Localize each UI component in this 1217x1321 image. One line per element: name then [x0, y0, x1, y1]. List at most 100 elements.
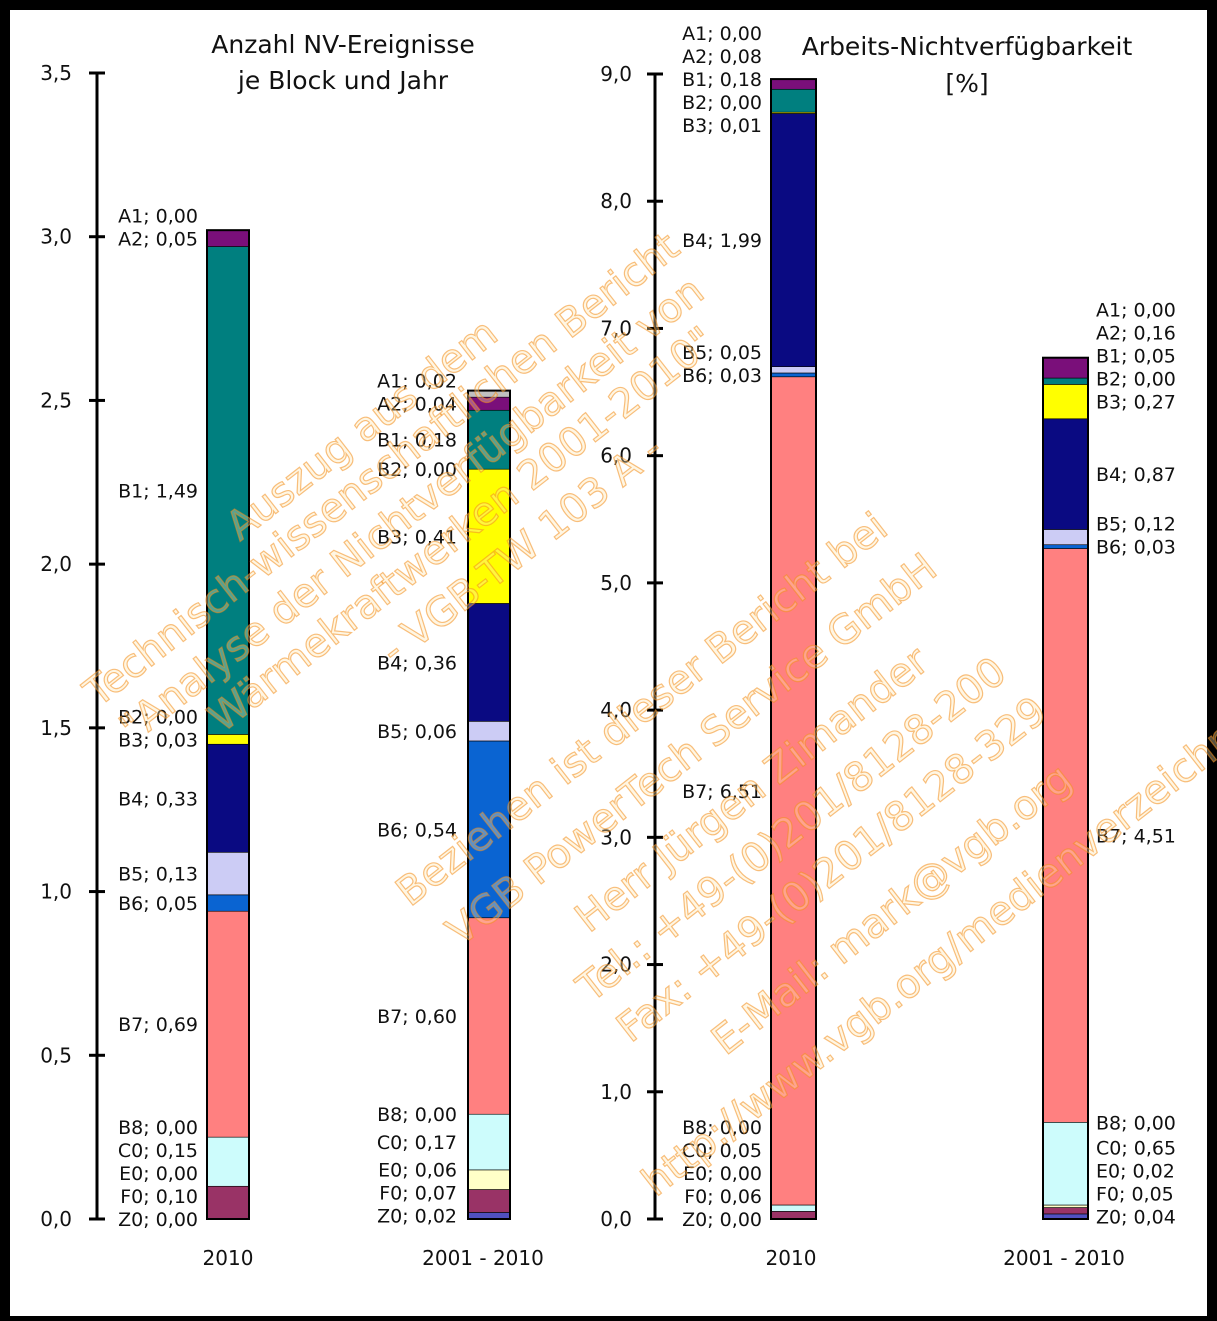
segment-label-b6: B6; 0,03 [682, 365, 762, 387]
bar-segment-f0 [770, 1211, 817, 1220]
bar-segment-b1 [770, 88, 817, 113]
bar-segment-b5 [206, 851, 250, 896]
bar-segment-b7 [770, 376, 817, 1206]
bar-segment-f0 [1042, 1207, 1089, 1215]
segment-label-b4: B4; 0,36 [377, 652, 457, 674]
segment-label-b2: B2; 0,00 [682, 92, 762, 114]
segment-label-b5: B5; 0,12 [1096, 514, 1176, 536]
segment-label-b2: B2; 0,00 [118, 706, 198, 728]
segment-label-b6: B6; 0,05 [118, 893, 198, 915]
bar-segment-a2 [206, 229, 250, 247]
chart-title-line: Arbeits-Nichtverfügbarkeit [802, 32, 1133, 61]
segment-label-z0: Z0; 0,00 [118, 1209, 198, 1231]
segment-label-f0: F0; 0,07 [379, 1183, 457, 1205]
bar-segment-b7 [467, 917, 511, 1115]
bar-segment-b6 [770, 372, 817, 378]
segment-label-a2: A2; 0,16 [1096, 323, 1176, 345]
bar-segment-b5 [467, 721, 511, 742]
segment-label-b7: B7; 0,69 [118, 1014, 198, 1036]
segment-label-e0: E0; 0,06 [378, 1160, 457, 1182]
bar-segment-b4 [206, 743, 250, 853]
chart-title-line: Anzahl NV-Ereignisse [211, 30, 474, 59]
y-tick-label: 4,0 [600, 698, 632, 722]
bar-segment-b7 [1042, 548, 1089, 1123]
segment-label-c0: C0; 0,65 [1096, 1137, 1176, 1159]
y-tick-label: 3,0 [600, 825, 632, 849]
segment-label-b7: B7; 6,51 [682, 781, 762, 803]
bar-outline [467, 389, 511, 1220]
x-category-label: 2001 - 2010 [422, 1246, 544, 1270]
bar-outline [770, 78, 817, 1221]
bar-segment-f0 [467, 1189, 511, 1213]
bar-segment-b3 [1042, 384, 1089, 420]
bar-outline [206, 229, 250, 1220]
bar-segment-b6 [206, 894, 250, 912]
bar-segment-b1 [206, 246, 250, 735]
y-tick-label: 1,0 [600, 1080, 632, 1104]
y-tick-label: 1,5 [40, 716, 72, 740]
y-tick-label: 9,0 [600, 62, 632, 86]
segment-label-b7: B7; 0,60 [377, 1006, 457, 1028]
y-tick-label: 2,0 [40, 552, 72, 576]
bar-segment-c0 [206, 1136, 250, 1187]
bar-segment-b4 [467, 603, 511, 722]
segment-label-a2: A2; 0,05 [118, 228, 198, 250]
segment-label-b7: B7; 4,51 [1096, 825, 1176, 847]
bar-segment-a2 [770, 78, 817, 90]
segment-label-a2: A2; 0,04 [377, 394, 457, 416]
segment-label-b4: B4; 0,33 [118, 788, 198, 810]
segment-label-a2: A2; 0,08 [682, 46, 762, 68]
x-category-label: 2010 [203, 1246, 254, 1270]
segment-label-b8: B8; 0,00 [1096, 1112, 1176, 1134]
bar-outline [1042, 356, 1089, 1220]
segment-label-e0: E0; 0,00 [683, 1163, 762, 1185]
segment-label-f0: F0; 0,06 [684, 1186, 762, 1208]
segment-label-b1: B1; 0,05 [1096, 346, 1176, 368]
segment-label-b8: B8; 0,00 [377, 1104, 457, 1126]
segment-label-z0: Z0; 0,00 [682, 1209, 762, 1231]
segment-label-b2: B2; 0,00 [377, 459, 457, 481]
bar-segment-f0 [206, 1185, 250, 1220]
segment-label-a1: A1; 0,00 [1096, 300, 1176, 322]
segment-label-b4: B4; 1,99 [682, 230, 762, 252]
bar-segment-b1 [467, 409, 511, 470]
bar-segment-b1 [1042, 377, 1089, 385]
bar-segment-c0 [770, 1204, 817, 1212]
segment-label-b3: B3; 0,01 [682, 115, 762, 137]
y-tick-label: 2,0 [600, 953, 632, 977]
bar-segment-b6 [1042, 544, 1089, 549]
bar-segment-b5 [1042, 529, 1089, 546]
bar-segment-c0 [467, 1113, 511, 1171]
segment-label-b3: B3; 0,03 [118, 729, 198, 751]
x-category-label: 2001 - 2010 [1003, 1246, 1125, 1270]
bar-segment-a2 [1042, 357, 1089, 379]
bar-segment-b7 [206, 910, 250, 1138]
segment-label-c0: C0; 0,05 [682, 1140, 762, 1162]
segment-label-b8: B8; 0,00 [682, 1117, 762, 1139]
segment-label-e0: E0; 0,00 [119, 1163, 198, 1185]
segment-label-b5: B5; 0,06 [377, 721, 457, 743]
segment-label-z0: Z0; 0,02 [377, 1206, 457, 1228]
y-tick-label: 0,0 [600, 1207, 632, 1231]
chart-title-line: [%] [945, 69, 988, 98]
segment-label-b1: B1; 0,18 [682, 69, 762, 91]
segment-label-f0: F0; 0,10 [120, 1186, 198, 1208]
y-tick-label: 1,0 [40, 880, 72, 904]
bar-segment-b6 [467, 740, 511, 919]
segment-label-b1: B1; 1,49 [118, 480, 198, 502]
chart-title-line: je Block und Jahr [237, 66, 449, 95]
bar-segment-b3 [467, 468, 511, 604]
y-tick-label: 3,0 [40, 225, 72, 249]
segment-label-b1: B1; 0,18 [377, 430, 457, 452]
bar-segment-b4 [1042, 418, 1089, 530]
y-tick-label: 6,0 [600, 444, 632, 468]
segment-label-c0: C0; 0,15 [118, 1140, 198, 1162]
segment-label-b5: B5; 0,13 [118, 864, 198, 886]
segment-label-b6: B6; 0,54 [377, 819, 457, 841]
segment-label-f0: F0; 0,05 [1096, 1183, 1174, 1205]
y-tick-label: 7,0 [600, 316, 632, 340]
y-tick-label: 5,0 [600, 571, 632, 595]
segment-label-a1: A1; 0,02 [377, 371, 457, 393]
